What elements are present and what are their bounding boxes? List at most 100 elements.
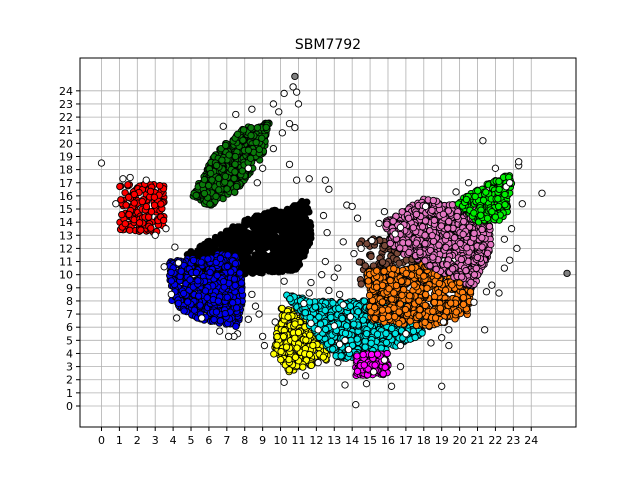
data-point (130, 199, 138, 207)
data-point (298, 197, 306, 206)
data-point (135, 219, 144, 227)
data-point (291, 320, 299, 328)
data-point (466, 288, 475, 296)
data-point (447, 299, 455, 307)
data-point (360, 361, 368, 369)
data-point (383, 349, 391, 358)
data-point (377, 344, 385, 352)
data-point (150, 201, 159, 209)
data-point (237, 279, 246, 287)
data-point (125, 210, 133, 219)
data-point (242, 249, 250, 257)
data-point (227, 236, 235, 244)
data-point (429, 307, 437, 315)
data-point (247, 131, 255, 140)
data-point (214, 174, 223, 183)
data-point (406, 292, 414, 300)
data-point (195, 292, 203, 300)
data-point (301, 309, 309, 317)
data-point (285, 366, 293, 374)
data-point (286, 262, 294, 270)
data-point (200, 189, 209, 198)
data-point (238, 286, 246, 294)
data-point (315, 313, 323, 321)
data-point (294, 328, 303, 337)
data-point (359, 350, 367, 359)
data-point (353, 352, 361, 360)
data-point (291, 353, 300, 361)
grid-lines (80, 58, 576, 427)
data-point (422, 290, 430, 299)
data-point (353, 335, 361, 343)
data-point (167, 277, 175, 285)
data-point (231, 168, 239, 176)
data-point (224, 251, 232, 259)
data-point (370, 303, 379, 312)
data-point (430, 298, 439, 307)
data-point (231, 160, 239, 168)
data-point (382, 338, 391, 347)
data-point (303, 230, 311, 238)
data-point (116, 182, 124, 191)
data-point (285, 355, 293, 364)
data-point (397, 277, 406, 285)
data-point (300, 206, 309, 214)
data-point (296, 230, 304, 239)
data-point (388, 324, 396, 333)
data-point (167, 268, 175, 277)
data-point (130, 190, 138, 199)
data-point (276, 237, 285, 245)
data-point (287, 240, 296, 248)
data-point (395, 308, 403, 316)
data-point (200, 176, 209, 184)
data-point (186, 276, 194, 284)
data-point (230, 275, 239, 283)
data-point (221, 309, 229, 318)
data-point (142, 202, 151, 211)
data-point (253, 124, 262, 132)
data-point (262, 123, 270, 132)
data-point (371, 314, 379, 323)
data-point (306, 219, 314, 227)
data-point (160, 216, 168, 224)
data-point (192, 191, 200, 199)
data-point (386, 276, 394, 285)
data-point (214, 297, 222, 305)
data-point (243, 229, 252, 238)
data-point (367, 350, 376, 359)
data-point (355, 258, 363, 266)
data-point (199, 248, 207, 256)
data-point (401, 305, 410, 314)
data-point (431, 314, 440, 322)
data-point (293, 344, 301, 352)
data-point (378, 298, 387, 306)
data-point (210, 315, 218, 324)
data-point (273, 333, 281, 341)
data-point (282, 343, 291, 351)
data-point (278, 215, 286, 223)
data-point (381, 363, 389, 371)
data-point (147, 207, 156, 216)
data-point (223, 293, 231, 302)
data-point (371, 361, 379, 369)
data-point (255, 145, 264, 154)
data-point (378, 258, 387, 266)
data-point (416, 306, 424, 314)
data-point (409, 327, 418, 335)
data-point (452, 308, 460, 316)
data-point (408, 264, 416, 272)
data-point (229, 299, 237, 307)
data-point (223, 185, 231, 193)
data-point (420, 272, 428, 280)
data-point (273, 341, 281, 349)
data-point (373, 330, 382, 338)
data-point (271, 232, 279, 240)
data-point (233, 130, 242, 138)
data-point (378, 306, 386, 314)
data-point (273, 225, 282, 233)
data-point (222, 141, 230, 150)
data-point (216, 317, 225, 325)
data-point (174, 299, 183, 307)
data-point (367, 252, 375, 261)
